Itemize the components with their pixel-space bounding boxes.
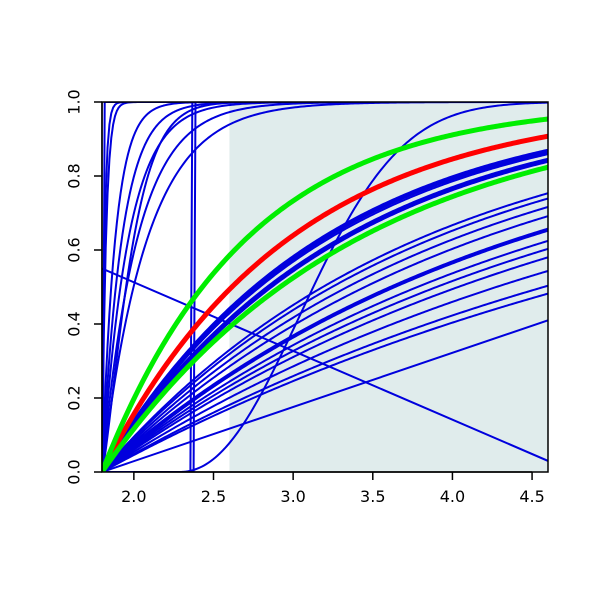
series-line-2 (102, 164, 548, 472)
y-tick-label-2: 0.4 (65, 311, 84, 336)
y-tick-label-5: 1.0 (65, 89, 84, 114)
series-line-10 (102, 215, 548, 472)
series-line-15 (102, 284, 548, 472)
series-line-13 (102, 256, 548, 472)
series-line-3 (102, 157, 548, 472)
series-layer (102, 102, 548, 472)
y-tick-label-3: 0.6 (65, 237, 84, 262)
x-tick-label-2: 3.0 (280, 487, 305, 506)
series-line-12 (102, 247, 548, 472)
series-line-16 (102, 292, 548, 472)
series-line-7 (102, 192, 548, 472)
series-line-19 (102, 102, 548, 472)
series-line-18 (102, 267, 548, 462)
series-line-9 (102, 205, 548, 472)
x-tick-label-1: 2.5 (201, 487, 226, 506)
series-line-4 (102, 148, 548, 472)
y-tick-label-4: 0.8 (65, 163, 84, 188)
y-axis: 0.0 0.2 0.4 0.6 0.8 1.0 (65, 89, 103, 485)
series-line-0 (102, 133, 548, 472)
x-tick-label-4: 4.0 (440, 487, 465, 506)
x-axis: 2.0 2.5 3.0 3.5 4.0 4.5 (121, 471, 545, 506)
series-line-6 (102, 227, 548, 472)
series-line-11 (102, 239, 548, 472)
y-tick-label-1: 0.2 (65, 385, 84, 410)
x-tick-label-5: 4.5 (519, 487, 544, 506)
series-line-5 (102, 153, 548, 472)
y-tick-label-0: 0.0 (65, 459, 84, 484)
series-line-17 (102, 319, 548, 472)
series-line-14 (102, 269, 548, 472)
series-line-1 (102, 116, 548, 472)
series-line-21 (102, 102, 548, 472)
series-line-27 (102, 102, 548, 472)
x-tick-label-0: 2.0 (121, 487, 146, 506)
series-line-8 (102, 197, 548, 472)
x-tick-label-3: 3.5 (360, 487, 385, 506)
